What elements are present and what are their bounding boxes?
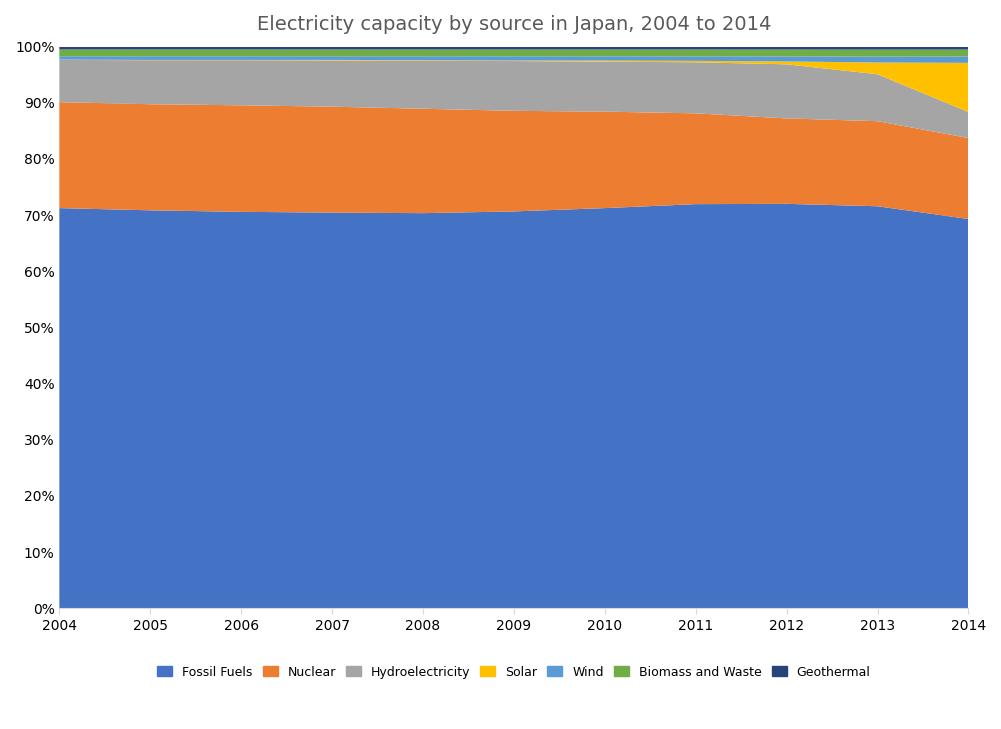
Title: Electricity capacity by source in Japan, 2004 to 2014: Electricity capacity by source in Japan,…	[256, 15, 771, 34]
Legend: Fossil Fuels, Nuclear, Hydroelectricity, Solar, Wind, Biomass and Waste, Geother: Fossil Fuels, Nuclear, Hydroelectricity,…	[151, 659, 877, 685]
